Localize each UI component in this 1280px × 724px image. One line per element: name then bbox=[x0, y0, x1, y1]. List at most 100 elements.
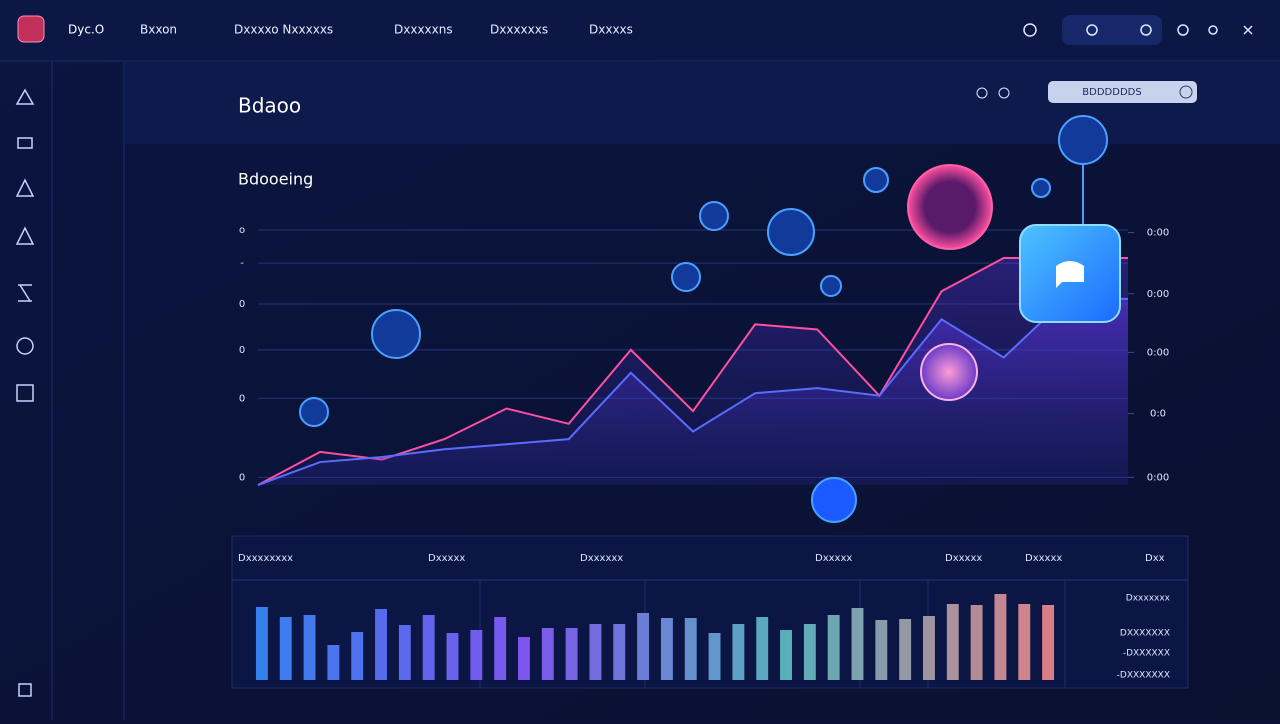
bar bbox=[803, 624, 816, 680]
series-line bbox=[257, 257, 1128, 486]
float-icon bbox=[371, 309, 421, 359]
line-chart: 0 0 0 0 - o 0:00 0:0 0:00 0:00 0:00 bbox=[239, 225, 1169, 486]
bar bbox=[541, 628, 554, 680]
side-label: Dxxxxxxx bbox=[1126, 594, 1171, 604]
bar bbox=[756, 617, 769, 680]
nav-item[interactable]: Dxxxxxns bbox=[394, 23, 453, 37]
float-icon bbox=[863, 167, 889, 193]
y-tick-label: 0 bbox=[239, 472, 245, 483]
bar bbox=[375, 609, 387, 680]
y-tick-label: 0 bbox=[239, 393, 245, 404]
sidebar-icon[interactable] bbox=[16, 384, 34, 402]
bar bbox=[1042, 605, 1055, 680]
column-header: Dxxxxxxxx bbox=[238, 553, 293, 564]
nav-item[interactable]: Dxxxxxxs bbox=[490, 23, 548, 37]
column-header: Dxxxxx bbox=[428, 553, 465, 564]
logo[interactable] bbox=[17, 15, 45, 43]
bar bbox=[255, 607, 268, 680]
series-line bbox=[257, 297, 1128, 486]
filter-icon bbox=[1179, 85, 1193, 99]
bar bbox=[994, 594, 1007, 680]
side-label: -DXXXXXX bbox=[1123, 649, 1170, 659]
float-icon bbox=[671, 262, 701, 292]
bar bbox=[303, 615, 316, 680]
bar bbox=[851, 608, 864, 680]
float-icon bbox=[1031, 178, 1051, 198]
bar bbox=[518, 637, 530, 680]
brand[interactable]: Dyc.O bbox=[68, 23, 104, 37]
sidebar-icons bbox=[15, 88, 35, 697]
bar bbox=[732, 624, 745, 680]
float-icon bbox=[811, 477, 857, 523]
nav-item[interactable]: Dxxxxo Nxxxxxs bbox=[234, 23, 333, 37]
page-title: Bdaoo bbox=[238, 94, 301, 118]
icon-button[interactable] bbox=[1086, 24, 1098, 36]
icon-button[interactable] bbox=[998, 87, 1010, 99]
bar-chart: Dxxxxxxxx Dxxxxx Dxxxxxx Dxxxxx Dxxxxx Dxxxxx… bbox=[238, 553, 1171, 688]
float-icon bbox=[920, 343, 978, 401]
sidebar-icon[interactable] bbox=[17, 137, 33, 149]
bar bbox=[494, 617, 507, 680]
sidebar-icon[interactable] bbox=[16, 337, 34, 355]
floating-icons bbox=[299, 115, 1121, 523]
y2-tick-label: 0:00 bbox=[1147, 472, 1169, 483]
bar bbox=[875, 620, 888, 680]
bar bbox=[279, 617, 292, 680]
bar bbox=[565, 628, 578, 680]
filter-button[interactable] bbox=[1048, 81, 1197, 103]
y2-tick-label: 0:0 bbox=[1150, 409, 1166, 420]
float-icon bbox=[820, 275, 842, 297]
column-header: Dxx bbox=[1145, 553, 1165, 564]
bar bbox=[446, 633, 459, 680]
bar bbox=[827, 615, 840, 680]
y-tick-label: o bbox=[239, 225, 245, 236]
toolbar-pill bbox=[1062, 15, 1162, 45]
icon-button[interactable] bbox=[976, 87, 988, 99]
bar bbox=[470, 630, 483, 680]
column-header: Dxxxxx bbox=[945, 553, 982, 564]
close-button[interactable] bbox=[1243, 25, 1253, 35]
nav-item[interactable]: Bxxon bbox=[140, 23, 177, 37]
y2-tick-label: 0:00 bbox=[1147, 347, 1169, 358]
sidebar-icon[interactable] bbox=[15, 178, 35, 197]
column-header: Dxxxxxx bbox=[580, 553, 623, 564]
bar bbox=[327, 645, 340, 680]
sidebar-icon[interactable] bbox=[15, 88, 35, 105]
sidebar-icon[interactable] bbox=[18, 683, 32, 697]
bar bbox=[422, 615, 435, 680]
bar bbox=[780, 630, 792, 680]
sidebar-icon[interactable] bbox=[18, 284, 32, 302]
float-icon bbox=[1058, 115, 1108, 165]
bar bbox=[946, 604, 959, 680]
bar bbox=[684, 618, 697, 680]
y2-tick-label: 0:00 bbox=[1147, 289, 1169, 300]
bar bbox=[1018, 604, 1031, 680]
y-tick-label: - bbox=[240, 258, 244, 269]
column-header: Dxxxxx bbox=[815, 553, 852, 564]
bar bbox=[398, 625, 411, 680]
side-label: DXXXXXXX bbox=[1120, 629, 1170, 639]
bar bbox=[708, 633, 721, 680]
float-icon bbox=[767, 208, 815, 256]
icon-button[interactable] bbox=[1023, 23, 1037, 37]
float-icon bbox=[699, 201, 729, 231]
bar bbox=[660, 618, 673, 680]
chart-title: Bdooeing bbox=[238, 170, 313, 189]
filter-label: BDDDDDDS bbox=[1082, 87, 1141, 98]
y-tick-label: 0 bbox=[239, 345, 245, 356]
icon-button[interactable] bbox=[1177, 24, 1189, 36]
card-icon bbox=[1056, 261, 1084, 288]
nav-item[interactable]: Dxxxxs bbox=[589, 23, 633, 37]
float-icon bbox=[299, 397, 329, 427]
bar bbox=[970, 605, 983, 680]
icon-button[interactable] bbox=[1208, 25, 1218, 35]
y-tick-label: 0 bbox=[239, 299, 245, 310]
bar bbox=[351, 632, 364, 680]
bar bbox=[589, 624, 602, 680]
icon-button[interactable] bbox=[1140, 24, 1152, 36]
sidebar-icon[interactable] bbox=[15, 226, 35, 245]
side-label: -DXXXXXXX bbox=[1117, 671, 1170, 681]
y2-tick-label: 0:00 bbox=[1147, 228, 1169, 239]
bar bbox=[613, 624, 626, 680]
